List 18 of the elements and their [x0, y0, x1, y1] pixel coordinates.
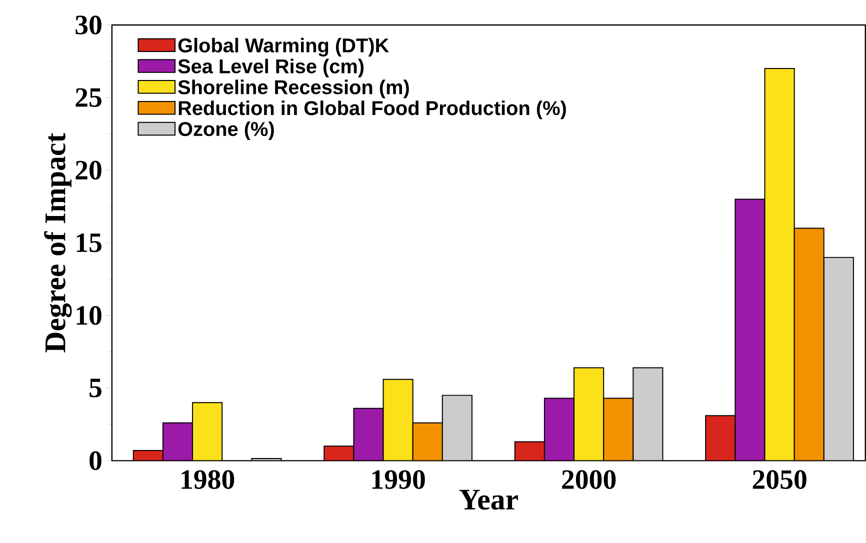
legend-label: Global Warming (DT)K	[178, 38, 389, 57]
y-tick-label: 15	[76, 234, 102, 252]
x-tick-label: 2050	[752, 470, 806, 490]
y-tick-label: 10	[76, 306, 102, 326]
y-tick-label: 0	[90, 451, 102, 470]
legend-label: Shoreline Recession (m)	[178, 80, 409, 98]
x-tick-label: 1990	[372, 470, 425, 490]
y-axis-title: Degree of Impact	[44, 133, 72, 353]
legend-label: Reduction in Global Food Production (%)	[178, 100, 566, 120]
legend-label: Sea Level Rise (cm)	[178, 58, 364, 78]
legend-label: Ozone (%)	[178, 122, 274, 140]
x-tick-label: 2000	[562, 470, 616, 490]
y-tick-label: 30	[76, 16, 102, 35]
x-tick-label: 1980	[182, 470, 234, 490]
x-axis-title: Year	[459, 490, 518, 510]
y-tick-label: 5	[90, 378, 102, 398]
y-tick-label: 25	[76, 88, 102, 108]
y-tick-label: 20	[76, 160, 102, 180]
